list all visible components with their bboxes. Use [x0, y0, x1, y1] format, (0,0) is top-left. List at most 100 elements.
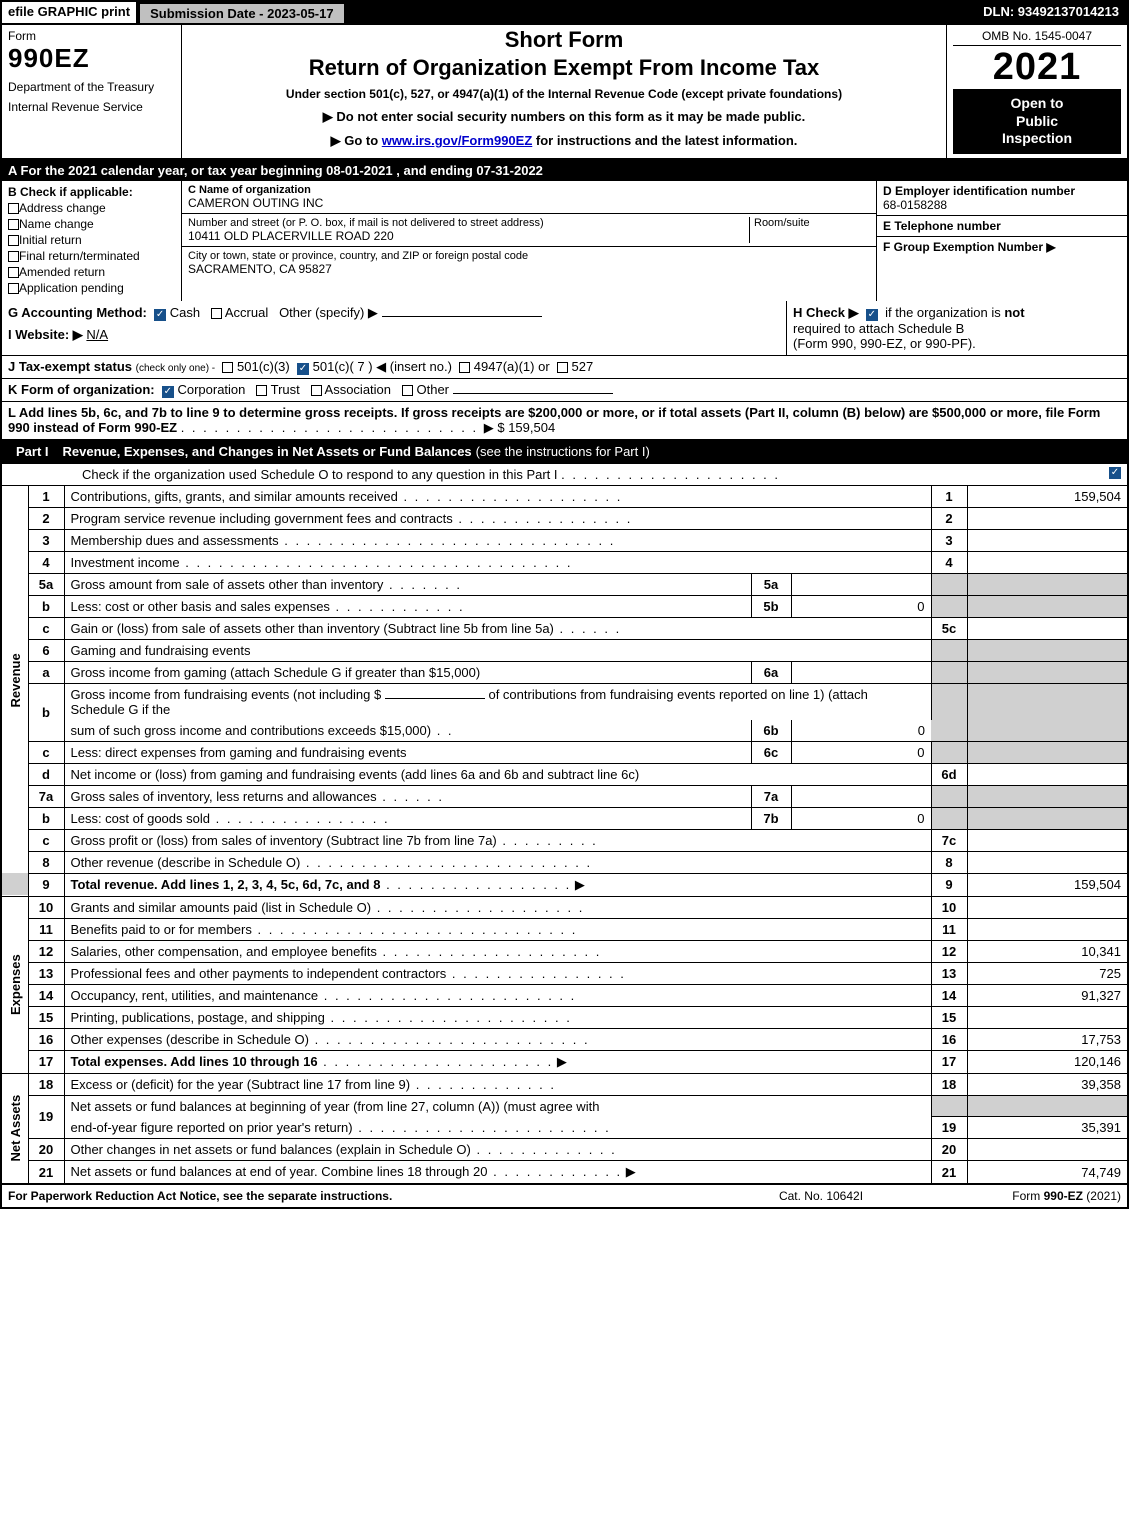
- h-text4: (Form 990, 990-EZ, or 990-PF).: [793, 336, 976, 351]
- section-gh: G Accounting Method: Cash Accrual Other …: [2, 301, 1127, 356]
- l13-t: Professional fees and other payments to …: [71, 966, 447, 981]
- g-other: Other (specify) ▶: [279, 305, 378, 320]
- l1-num: 1: [28, 486, 64, 508]
- l7b-t: Less: cost of goods sold: [71, 811, 210, 826]
- l21-num: 21: [28, 1161, 64, 1184]
- l5a-rshade: [931, 573, 967, 595]
- k-assoc-checkbox-icon[interactable]: [311, 385, 322, 396]
- b-application-pending[interactable]: Application pending: [8, 281, 175, 295]
- l18-text: Excess or (deficit) for the year (Subtra…: [64, 1073, 931, 1095]
- l15-text: Printing, publications, postage, and shi…: [64, 1006, 931, 1028]
- b-amended-return[interactable]: Amended return: [8, 265, 175, 279]
- j-501c-checkbox-checked-icon[interactable]: [297, 363, 309, 375]
- l11-rnum: 11: [931, 918, 967, 940]
- l19-rshade: [931, 1095, 967, 1117]
- dln-label: DLN: 93492137014213: [975, 2, 1127, 25]
- l16-rnum: 16: [931, 1028, 967, 1050]
- l8-rnum: 8: [931, 851, 967, 873]
- l19-text1: Net assets or fund balances at beginning…: [64, 1095, 931, 1117]
- footer-right-post: (2021): [1083, 1189, 1121, 1203]
- l7b-rshade: [931, 807, 967, 829]
- k-other: Other: [416, 382, 449, 397]
- j-4947-checkbox-icon[interactable]: [459, 362, 470, 373]
- l7a-ashade: [967, 785, 1127, 807]
- checkbox-icon: [8, 267, 19, 278]
- l21-text: Net assets or fund balances at end of ye…: [64, 1161, 931, 1184]
- l6b-rshade: [931, 683, 967, 741]
- l5a-num: 5a: [28, 573, 64, 595]
- l20-num: 20: [28, 1139, 64, 1161]
- section-bcd: B Check if applicable: Address change Na…: [2, 181, 1127, 301]
- header-left: Form 990EZ Department of the Treasury In…: [2, 25, 182, 158]
- l14-text: Occupancy, rent, utilities, and maintena…: [64, 984, 931, 1006]
- l6b-num: b: [28, 683, 64, 741]
- j-527-checkbox-icon[interactable]: [557, 362, 568, 373]
- l12-rnum: 12: [931, 940, 967, 962]
- l20-amt: [967, 1139, 1127, 1161]
- i-label: I Website: ▶: [8, 327, 83, 342]
- l-value: 159,504: [508, 420, 555, 435]
- l18-rnum: 18: [931, 1073, 967, 1095]
- j-501c3-checkbox-icon[interactable]: [222, 362, 233, 373]
- l9-amt: 159,504: [967, 873, 1127, 896]
- b-address-change[interactable]: Address change: [8, 201, 175, 215]
- l7b-subamt: 0: [791, 807, 931, 829]
- k-other-checkbox-icon[interactable]: [402, 385, 413, 396]
- form-number: 990EZ: [8, 43, 175, 74]
- l5b-ashade: [967, 595, 1127, 617]
- part-1-check-text: Check if the organization used Schedule …: [82, 467, 558, 482]
- b-item-1: Name change: [19, 217, 94, 231]
- k-other-blank: [453, 393, 613, 394]
- h-text3: required to attach Schedule B: [793, 321, 964, 336]
- l6a-text: Gross income from gaming (attach Schedul…: [64, 661, 751, 683]
- l-arrow: ▶ $: [484, 420, 505, 435]
- l5b-num: b: [28, 595, 64, 617]
- k-corp: Corporation: [177, 382, 245, 397]
- l12-text: Salaries, other compensation, and employ…: [64, 940, 931, 962]
- dept-irs: Internal Revenue Service: [8, 100, 175, 114]
- g-accrual: Accrual: [225, 305, 268, 320]
- l6c-ashade: [967, 741, 1127, 763]
- l6d-num: d: [28, 763, 64, 785]
- l21-amt: 74,749: [967, 1161, 1127, 1184]
- l6d-amt: [967, 763, 1127, 785]
- b-initial-return[interactable]: Initial return: [8, 233, 175, 247]
- g-cash: Cash: [170, 305, 200, 320]
- efile-label: efile GRAPHIC print: [2, 2, 138, 25]
- website-value: N/A: [86, 327, 108, 342]
- section-j: J Tax-exempt status (check only one) - 5…: [2, 356, 1127, 379]
- h-checkbox-checked-icon[interactable]: [866, 309, 878, 321]
- j-label: J Tax-exempt status: [8, 359, 132, 374]
- l16-text: Other expenses (describe in Schedule O) …: [64, 1028, 931, 1050]
- cash-checkbox-checked-icon[interactable]: [154, 309, 166, 321]
- org-city: SACRAMENTO, CA 95827: [188, 262, 870, 276]
- g-label: G Accounting Method:: [8, 305, 147, 320]
- goto-link[interactable]: www.irs.gov/Form990EZ: [382, 133, 533, 148]
- l5a-t: Gross amount from sale of assets other t…: [71, 577, 384, 592]
- rev-shade-tail: [2, 873, 28, 896]
- k-corp-checkbox-checked-icon[interactable]: [162, 386, 174, 398]
- title-return: Return of Organization Exempt From Incom…: [188, 55, 940, 81]
- b-item-3: Final return/terminated: [19, 249, 140, 263]
- footer-right: Form 990-EZ (2021): [921, 1189, 1121, 1203]
- schedule-o-checkbox-checked-icon[interactable]: [1109, 467, 1121, 479]
- accrual-checkbox-icon[interactable]: [211, 308, 222, 319]
- l4-text: Investment income . . . . . . . . . . . …: [64, 551, 931, 573]
- l2-rnum: 2: [931, 507, 967, 529]
- section-k: K Form of organization: Corporation Trus…: [2, 379, 1127, 402]
- j-o4: 527: [572, 359, 594, 374]
- l12-num: 12: [28, 940, 64, 962]
- k-trust-checkbox-icon[interactable]: [256, 385, 267, 396]
- b-label: B Check if applicable:: [8, 185, 175, 199]
- b-name-change[interactable]: Name change: [8, 217, 175, 231]
- l16-num: 16: [28, 1028, 64, 1050]
- open-line2: Public: [957, 113, 1117, 131]
- form-word: Form: [8, 29, 175, 43]
- f-group-cell: F Group Exemption Number ▶: [877, 237, 1127, 257]
- part-1-check-line: Check if the organization used Schedule …: [2, 464, 1127, 486]
- l19-rnum: 19: [931, 1117, 967, 1139]
- l8-num: 8: [28, 851, 64, 873]
- part-1-sub: (see the instructions for Part I): [476, 444, 650, 459]
- l13-amt: 725: [967, 962, 1127, 984]
- b-final-return[interactable]: Final return/terminated: [8, 249, 175, 263]
